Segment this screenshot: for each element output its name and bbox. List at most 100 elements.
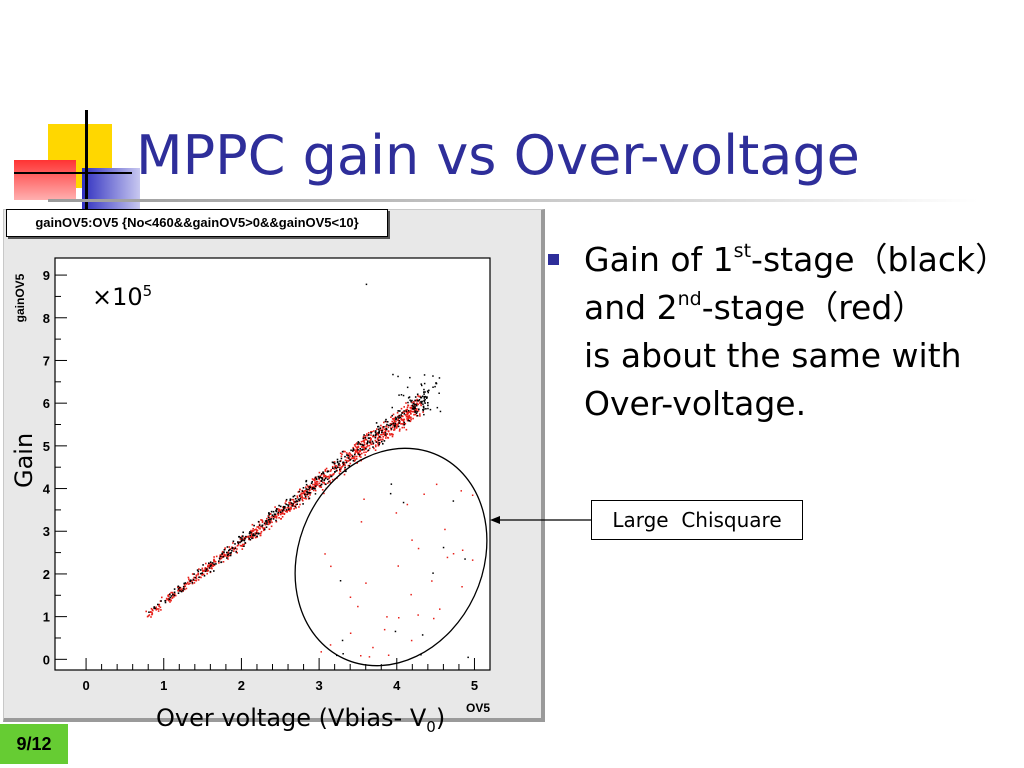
data-point-outlier [439,608,441,610]
data-point-second-stage [290,508,292,511]
data-point-outlier [464,558,466,560]
data-point-outlier [420,654,422,656]
data-point-first-stage [416,415,419,417]
data-point-first-stage [326,478,329,481]
data-point-second-stage [342,462,344,465]
data-point-second-stage [400,407,403,410]
data-point-second-stage [321,489,324,491]
data-point-first-stage [365,448,367,450]
data-point-second-stage [206,572,208,575]
data-point-second-stage [356,442,358,444]
data-point-second-stage [203,573,205,576]
data-point-second-stage [241,543,244,546]
data-point-second-stage [334,465,337,467]
data-point-second-stage [260,519,262,521]
data-point-outlier [431,580,433,582]
data-point-first-stage [268,514,270,516]
data-point-second-stage [364,435,367,437]
data-point-second-stage [370,431,372,433]
data-point-second-stage [150,611,152,613]
data-point-second-stage [195,577,198,580]
data-point-first-stage [412,405,414,408]
data-point-first-stage [198,576,200,579]
data-point-first-stage [228,549,230,552]
data-point-first-stage [223,551,225,553]
data-point-second-stage [410,410,413,413]
data-point-second-stage [281,512,284,515]
data-point-second-stage [177,590,180,592]
data-point-second-stage [284,507,287,509]
data-point-second-stage [221,556,224,559]
data-point-second-stage [370,442,372,444]
data-point-second-stage [354,459,356,461]
data-point-second-stage [304,492,306,494]
data-point-first-stage [239,541,241,544]
data-point-second-stage [358,455,361,458]
data-point-second-stage [250,530,253,533]
data-point-outlier [389,492,392,495]
data-point-second-stage [391,433,393,435]
data-point-second-stage [417,410,420,412]
data-point-second-stage [402,422,405,425]
data-point-second-stage [353,449,356,451]
data-point-second-stage [412,417,414,420]
data-point-first-stage [234,547,236,550]
data-point-second-stage [204,568,206,570]
data-point-second-stage [271,521,273,524]
data-point-second-stage [254,536,257,539]
data-point-first-stage [350,449,352,452]
data-point-second-stage [185,587,188,590]
data-point-second-stage [157,610,160,612]
data-point-second-stage [213,559,216,562]
data-point-second-stage [311,478,314,480]
data-point-second-stage [278,510,280,512]
data-point-second-stage [342,465,344,467]
data-point-second-stage [303,497,306,500]
data-point-first-stage [377,428,380,431]
data-point-second-stage [406,418,408,420]
data-point-second-stage [278,517,280,519]
data-point-second-stage [365,446,368,448]
data-point-second-stage [319,480,322,482]
data-point-second-stage [331,474,333,476]
data-point-first-stage [237,542,240,545]
data-point-second-stage [374,449,377,451]
data-point-second-stage [405,414,407,416]
data-point-outlier [421,634,424,636]
data-point-first-stage [299,495,301,497]
data-point-first-stage [266,523,268,525]
data-point-first-stage [292,495,295,498]
data-point-second-stage [366,433,368,435]
data-point-second-stage [329,474,331,476]
data-point-second-stage [391,435,394,438]
x-tick-label: 5 [471,678,478,693]
data-point-second-stage [155,609,157,611]
data-point-second-stage [370,443,372,446]
data-point-first-stage [275,508,278,510]
data-point-first-stage [384,420,387,423]
data-point-first-stage [281,510,284,512]
data-point-second-stage [278,508,281,511]
data-point-first-stage [231,547,234,549]
data-point-second-stage [382,431,384,434]
data-point-first-stage [173,591,176,594]
data-point-second-stage [382,438,384,441]
data-point-second-stage [363,451,365,454]
data-point-first-stage [291,505,294,507]
data-point-outlier [394,630,397,633]
data-point-second-stage [387,437,390,439]
data-point-second-stage [392,433,394,436]
data-point-second-stage [408,411,411,413]
data-point-second-stage [155,608,158,610]
data-point-second-stage [150,616,152,618]
data-point-second-stage [168,599,170,602]
data-point-second-stage [264,524,267,526]
data-point-second-stage [301,498,303,501]
data-point-second-stage [180,589,183,592]
data-point-first-stage [339,468,341,471]
data-point-first-stage [408,396,411,398]
data-point-first-stage [424,391,426,393]
data-point-first-stage [229,554,232,557]
data-point-second-stage [185,583,188,585]
data-point-second-stage [339,464,341,466]
